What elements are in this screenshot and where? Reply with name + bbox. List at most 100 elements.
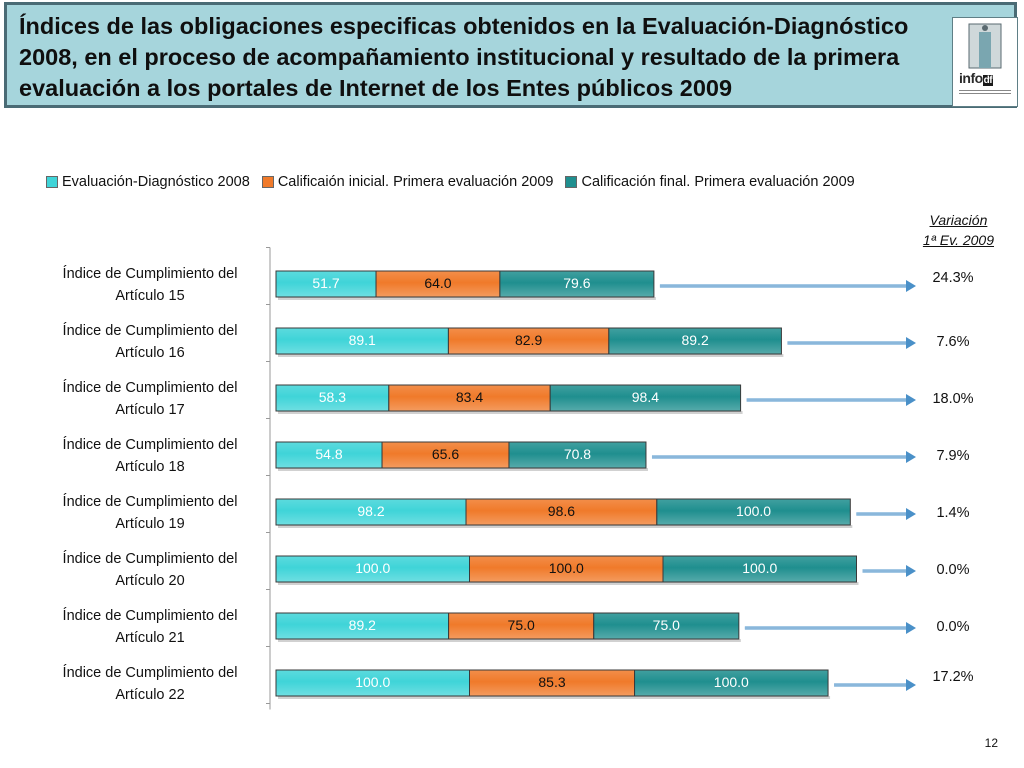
- legend-label-series2: Calificaión inicial. Primera evaluación …: [277, 174, 554, 190]
- variation-header-line1: Variación: [929, 212, 988, 228]
- bar-segment-series2: [448, 612, 595, 640]
- legend-swatch-series2: [261, 176, 274, 188]
- variation-arrow-head: [906, 622, 916, 634]
- variation-arrow-head: [906, 451, 916, 463]
- data-label: 100.0: [714, 674, 749, 690]
- bar-segment-series2: [469, 669, 636, 697]
- chart-legend: Evaluación-Diagnóstico 2008 Calificaión …: [46, 172, 867, 192]
- variation-arrow-head: [906, 280, 916, 292]
- data-label: 85.3: [538, 674, 565, 690]
- bar-shadow: [278, 639, 741, 642]
- category-label-line2: Artículo 17: [115, 402, 184, 418]
- variation-value: 24.3%: [932, 270, 973, 286]
- variation-value: 1.4%: [936, 505, 969, 521]
- category-label-line1: Índice de Cumplimiento del: [63, 493, 238, 510]
- bar-segment-series2: [375, 270, 501, 298]
- variation-value: 0.0%: [936, 619, 969, 635]
- building-icon: [968, 23, 1002, 69]
- bar-shadow: [278, 582, 859, 585]
- bar-segment-series3: [608, 327, 782, 355]
- category-label-line1: Índice de Cumplimiento del: [63, 664, 238, 681]
- logo-underline: [959, 90, 1011, 94]
- variation-arrow-head: [906, 565, 916, 577]
- bar-shadow: [278, 696, 831, 699]
- infodf-logo: infodf: [952, 17, 1018, 107]
- category-label-line2: Artículo 16: [115, 345, 184, 361]
- title-banner: Índices de las obligaciones especificas …: [4, 2, 1018, 108]
- bar-segment-series1: [275, 555, 470, 583]
- data-label: 98.6: [548, 503, 575, 519]
- category-label-line2: Artículo 22: [115, 687, 184, 703]
- category-label-line1: Índice de Cumplimiento del: [63, 265, 238, 282]
- category-label-line1: Índice de Cumplimiento del: [63, 379, 238, 396]
- data-label: 98.2: [357, 503, 384, 519]
- data-label: 54.8: [315, 446, 342, 462]
- legend-label-series1: Evaluación-Diagnóstico 2008: [62, 174, 250, 190]
- variation-value: 18.0%: [932, 391, 973, 407]
- data-label: 51.7: [312, 275, 339, 291]
- legend-item-series1: Evaluación-Diagnóstico 2008: [46, 174, 250, 190]
- variation-arrow-head: [906, 508, 916, 520]
- bar-segment-series3: [499, 270, 655, 298]
- slide-title: Índices de las obligaciones especificas …: [19, 13, 909, 101]
- legend-swatch-series3: [565, 176, 578, 188]
- bar-segment-series3: [549, 384, 742, 412]
- bar-shadow: [278, 468, 648, 471]
- bar-segment-series2: [447, 327, 610, 355]
- category-label-line1: Índice de Cumplimiento del: [63, 607, 238, 624]
- legend-item-series2: Calificaión inicial. Primera evaluación …: [261, 174, 554, 190]
- bar-segment-series3: [656, 498, 851, 526]
- data-label: 83.4: [456, 389, 483, 405]
- data-label: 65.6: [432, 446, 459, 462]
- data-label: 75.0: [508, 617, 535, 633]
- variation-value: 17.2%: [932, 669, 973, 685]
- category-label-line2: Artículo 21: [115, 630, 184, 646]
- bar-segment-series1: [275, 441, 383, 469]
- category-label-line2: Artículo 20: [115, 573, 184, 589]
- data-label: 70.8: [564, 446, 591, 462]
- logo-text: infodf: [959, 70, 994, 86]
- data-label: 89.2: [681, 332, 708, 348]
- bar-segment-series3: [662, 555, 857, 583]
- category-label-line1: Índice de Cumplimiento del: [63, 322, 238, 339]
- bar-segment-series1: [275, 669, 470, 697]
- variation-arrow-head: [906, 679, 916, 691]
- legend-item-series3: Calificación final. Primera evaluación 2…: [565, 174, 855, 190]
- data-label: 75.0: [653, 617, 680, 633]
- data-label: 100.0: [549, 560, 584, 576]
- data-label: 100.0: [742, 560, 777, 576]
- bar-shadow: [278, 297, 656, 300]
- bar-shadow: [278, 354, 784, 357]
- variation-arrow-head: [906, 394, 916, 406]
- variation-value: 7.9%: [936, 448, 969, 464]
- category-label-line1: Índice de Cumplimiento del: [63, 436, 238, 453]
- data-label: 79.6: [563, 275, 590, 291]
- variation-arrow-head: [906, 337, 916, 349]
- bar-segment-series3: [634, 669, 829, 697]
- variation-header: Variación 1ª Ev. 2009: [923, 210, 994, 250]
- category-label-line1: Índice de Cumplimiento del: [63, 550, 238, 567]
- variation-header-line2: 1ª Ev. 2009: [922, 232, 994, 248]
- bar-shadow: [278, 411, 743, 414]
- bar-segment-series3: [593, 612, 740, 640]
- bar-segment-series1: [275, 327, 449, 355]
- data-label: 64.0: [424, 275, 451, 291]
- data-label: 89.2: [349, 617, 376, 633]
- bar-shadow: [278, 525, 853, 528]
- data-label: 58.3: [319, 389, 346, 405]
- variation-value: 7.6%: [936, 334, 969, 350]
- legend-label-series3: Calificación final. Primera evaluación 2…: [581, 174, 855, 190]
- bar-segment-series1: [275, 384, 390, 412]
- bar-segment-series3: [508, 441, 647, 469]
- legend-swatch-series1: [46, 176, 58, 188]
- data-label: 100.0: [736, 503, 771, 519]
- data-label: 100.0: [355, 674, 390, 690]
- data-label: 100.0: [355, 560, 390, 576]
- data-label: 82.9: [515, 332, 542, 348]
- page-number: 12: [984, 736, 998, 750]
- bar-segment-series1: [275, 270, 377, 298]
- category-label-line2: Artículo 19: [115, 516, 184, 532]
- bar-segment-series1: [275, 612, 450, 640]
- category-label-line2: Artículo 15: [115, 288, 184, 304]
